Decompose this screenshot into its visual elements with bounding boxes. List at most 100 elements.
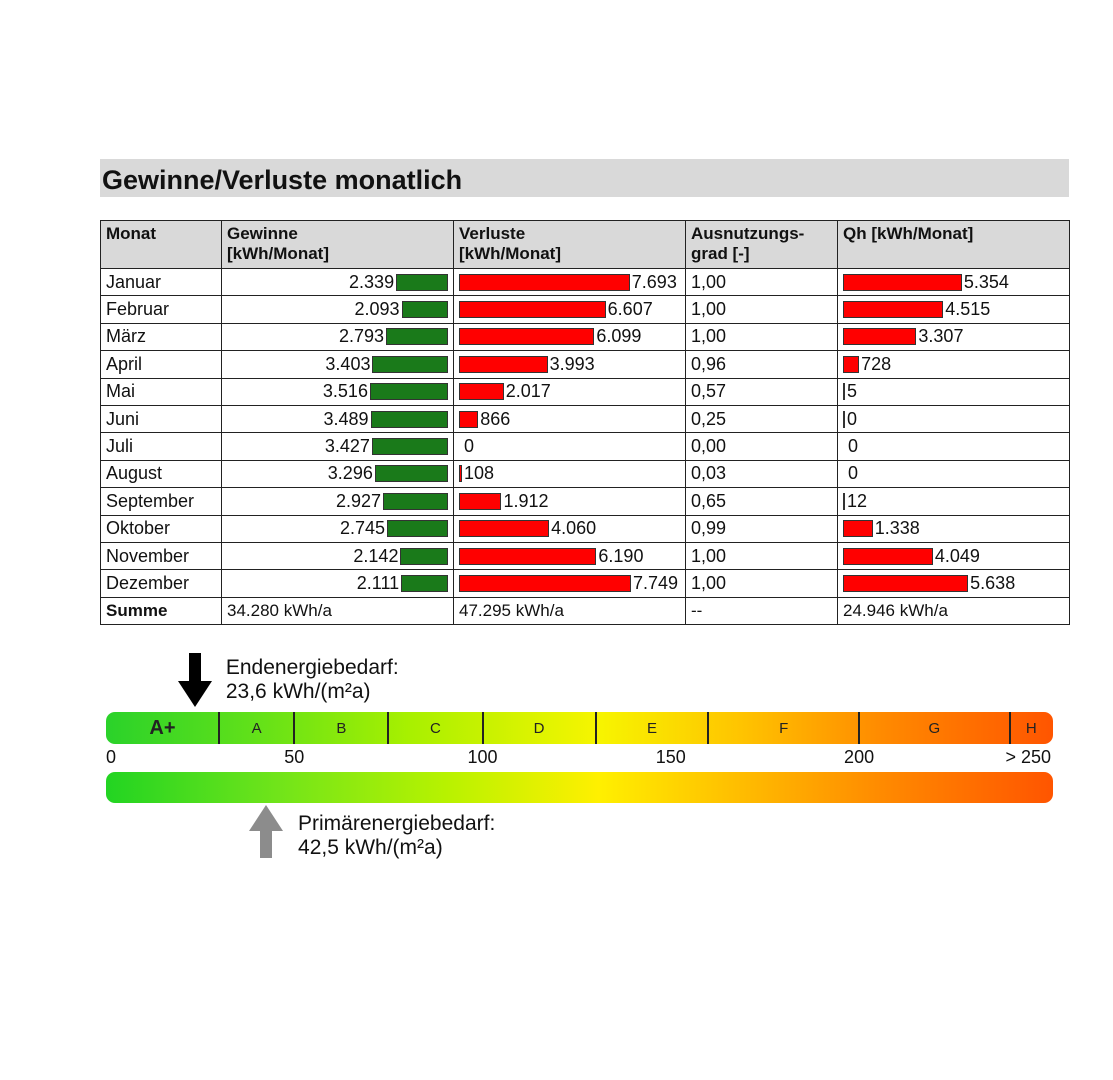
ausnutzungsgrad-cell: 0,57 (685, 377, 838, 406)
qh-cell: 12 (837, 487, 1070, 516)
ausnutzungsgrad-cell: 0,00 (685, 432, 838, 461)
energy-class-b: B (336, 719, 347, 737)
gewinne-cell: 2.745 (221, 514, 454, 543)
qh-text: 5.638 (970, 572, 1016, 593)
qh-text: 3.307 (918, 326, 964, 347)
column-header: Ausnutzungs-grad [-] (685, 220, 838, 269)
verluste-value: 866 (459, 409, 680, 430)
gewinne-bar (374, 465, 448, 483)
qh-cell: 4.049 (837, 541, 1070, 571)
verluste-text: 6.607 (607, 299, 653, 320)
gewinne-bar (370, 410, 448, 428)
gewinne-value: 2.142 (227, 546, 448, 567)
class-separator (481, 712, 484, 744)
gewinne-text: 3.403 (325, 353, 371, 374)
qh-bar (843, 355, 860, 373)
qh-value: 0 (843, 409, 1064, 430)
gewinne-value: 2.339 (227, 272, 448, 293)
table-row: Dezember 2.111 7.749 1,00 5.638 (100, 569, 1070, 598)
month-cell: November (100, 541, 222, 571)
qh-cell: 4.515 (837, 295, 1070, 324)
gewinne-bar (369, 383, 448, 401)
gewinne-value: 3.403 (227, 354, 448, 375)
qh-cell: 0 (837, 432, 1070, 461)
table-row: Juni 3.489 866 0,25 0 (100, 404, 1070, 434)
verluste-bar (459, 520, 550, 538)
gewinne-bar (386, 328, 448, 346)
gewinne-cell: 3.516 (221, 377, 454, 406)
verluste-cell: 2.017 (453, 377, 686, 406)
gewinne-text: 2.793 (338, 326, 384, 347)
qh-text: 5 (847, 381, 858, 402)
qh-value: 0 (843, 463, 1064, 484)
table-row: September 2.927 1.912 0,65 12 (100, 487, 1070, 516)
table-row: Januar 2.339 7.693 1,00 5.354 (100, 267, 1070, 297)
month-cell: März (100, 322, 222, 352)
column-header: Monat (100, 220, 222, 269)
verluste-bar (459, 383, 504, 401)
gewinne-text: 2.339 (349, 271, 395, 292)
qh-cell: 5.638 (837, 569, 1070, 598)
qh-text: 12 (847, 490, 868, 511)
gewinne-value: 2.927 (227, 491, 448, 512)
qh-text: 0 (848, 463, 859, 484)
gewinne-cell: 3.403 (221, 350, 454, 379)
month-cell: Januar (100, 267, 222, 297)
gewinne-value: 3.516 (227, 381, 448, 402)
gewinne-text: 2.927 (335, 490, 382, 511)
gewinne-bar (371, 438, 448, 456)
qh-text: 4.515 (945, 299, 991, 320)
class-separator (707, 712, 710, 744)
gewinne-text: 3.296 (327, 463, 373, 484)
summe-label: Summe (100, 596, 222, 626)
ausnutzungsgrad-cell: 1,00 (685, 541, 838, 571)
table-row: November 2.142 6.190 1,00 4.049 (100, 541, 1070, 571)
verluste-cell: 7.749 (453, 569, 686, 598)
scale-tick-label: 100 (467, 747, 498, 767)
column-header-line: grad [-] (691, 244, 750, 263)
verluste-cell: 3.993 (453, 350, 686, 379)
qh-value: 5.354 (843, 272, 1064, 293)
end-energy-label: Endenergiebedarf: 23,6 kWh/(m²a) (226, 656, 399, 704)
qh-value: 4.049 (843, 546, 1064, 567)
qh-value: 728 (843, 354, 1064, 375)
energy-class-c: C (430, 719, 441, 737)
section-title: Gewinne/Verluste monatlich (100, 159, 1069, 197)
month-cell: Juli (100, 432, 222, 461)
verluste-text: 1.912 (503, 490, 549, 511)
gewinne-text: 2.142 (353, 545, 399, 566)
monthly-table: Monat Gewinne [kWh/Monat] Verluste [kWh/Mona… (100, 220, 1070, 626)
qh-cell: 3.307 (837, 322, 1070, 352)
month-cell: Dezember (100, 569, 222, 598)
table-row: August 3.296 108 0,03 0 (100, 459, 1070, 489)
qh-text: 1.338 (874, 518, 920, 539)
gewinne-value: 2.111 (227, 573, 448, 594)
month-cell: September (100, 487, 222, 516)
qh-cell: 0 (837, 459, 1070, 489)
verluste-cell: 0 (453, 432, 686, 461)
end-energy-title: Endenergiebedarf: (225, 656, 399, 679)
qh-bar (843, 574, 969, 592)
gewinne-text: 2.093 (354, 299, 400, 320)
verluste-value: 4.060 (459, 518, 680, 539)
qh-bar (843, 492, 845, 510)
qh-cell: 728 (837, 350, 1070, 379)
verluste-value: 7.749 (459, 573, 680, 594)
gewinne-cell: 2.793 (221, 322, 454, 352)
gewinne-value: 3.427 (227, 436, 448, 457)
gewinne-value: 3.489 (227, 409, 448, 430)
scale-tick-label: 150 (655, 747, 686, 767)
gewinne-cell: 3.427 (221, 432, 454, 461)
qh-bar (843, 328, 917, 346)
month-cell: April (100, 350, 222, 379)
verluste-value: 0 (459, 436, 680, 457)
table-row: Februar 2.093 6.607 1,00 4.515 (100, 295, 1070, 324)
verluste-bar (459, 273, 630, 291)
verluste-cell: 866 (453, 404, 686, 434)
column-header-line: [kWh/Monat] (227, 244, 329, 263)
gewinne-bar (387, 520, 448, 538)
verluste-bar (459, 355, 548, 373)
class-separator (858, 712, 861, 744)
verluste-cell: 7.693 (453, 267, 686, 297)
verluste-bar (459, 547, 597, 565)
